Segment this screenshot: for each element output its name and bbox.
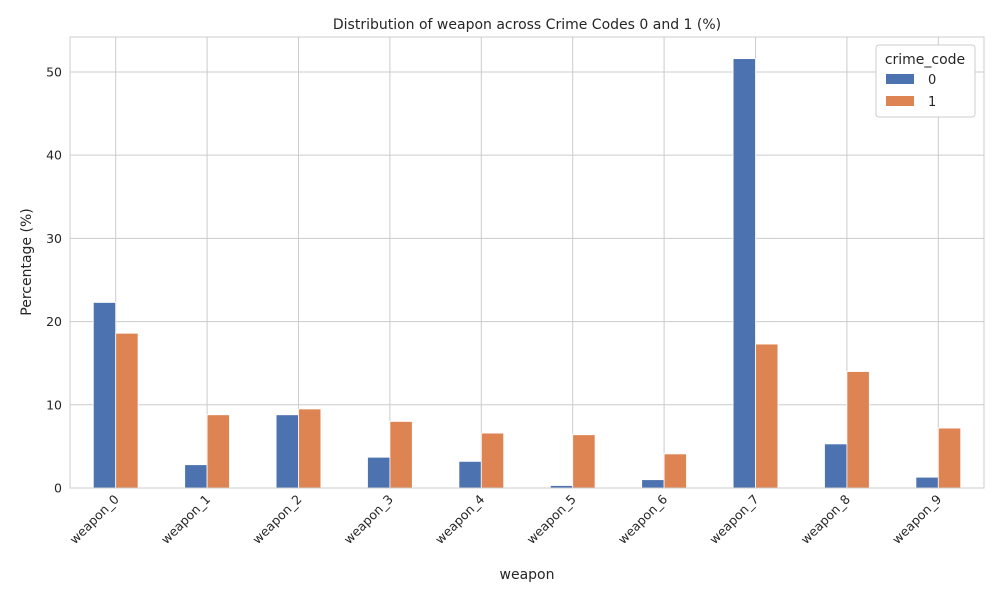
bar-series-0-weapon_1 [184,464,208,489]
y-axis-label: Percentage (%) [19,208,35,315]
bar-series-1-weapon_1 [206,414,230,489]
x-tick-label: weapon_4 [432,491,487,546]
bar-series-0-weapon_0 [92,302,117,489]
legend: crime_code 01 [875,44,976,118]
bar-series-1-weapon_2 [298,408,322,489]
x-tick-label: weapon_9 [889,491,944,546]
chart-title: Distribution of weapon across Crime Code… [333,17,721,33]
x-tick-label: weapon_5 [523,492,578,547]
x-tick-label: weapon_8 [798,491,853,546]
legend-swatch-0 [886,74,914,84]
bar-series-1-weapon_8 [846,371,870,489]
y-tick-label: 20 [46,314,62,329]
x-tick-label: weapon_7 [706,492,761,547]
x-tick-label: weapon_1 [158,492,213,547]
bar-series-1-weapon_0 [115,332,139,489]
y-axis: 0 10 20 30 40 50 [46,64,62,495]
bar-series-1-weapon_9 [937,427,962,489]
y-tick-label: 40 [46,148,62,163]
legend-label-0: 0 [928,73,936,88]
legend-items: 01 [886,73,936,110]
legend-swatch-1 [886,96,914,106]
plot-frame [69,36,985,489]
bar-series-1-weapon_4 [480,432,505,489]
bar-series-0-weapon_6 [641,479,665,489]
y-tick-label: 30 [46,231,62,246]
x-tick-label: weapon_2 [249,492,304,547]
legend-title: crime_code [885,52,965,68]
x-axis-label: weapon [500,567,555,583]
bar-series-0-weapon_3 [367,456,391,489]
x-tick-label: weapon_3 [341,492,396,547]
bars [92,58,962,489]
y-tick-label: 10 [46,397,62,412]
x-axis: weapon_0 weapon_1 weapon_2 weapon_3 weapon_4… [66,491,944,546]
bar-series-1-weapon_5 [572,434,596,489]
bar-series-0-weapon_7 [732,58,756,489]
y-tick-label: 50 [46,64,62,79]
legend-label-1: 1 [928,95,936,110]
bar-series-0-weapon_4 [458,460,482,489]
x-tick-label: weapon_6 [615,491,670,546]
y-tick-label: 0 [54,481,62,496]
bar-series-0-weapon_8 [824,443,848,489]
bar-series-0-weapon_2 [275,414,299,489]
bar-series-1-weapon_6 [663,453,687,489]
bar-series-1-weapon_3 [389,421,413,489]
x-tick-label: weapon_0 [66,491,121,546]
bar-series-0-weapon_9 [915,476,939,489]
bar-series-1-weapon_7 [755,343,779,489]
